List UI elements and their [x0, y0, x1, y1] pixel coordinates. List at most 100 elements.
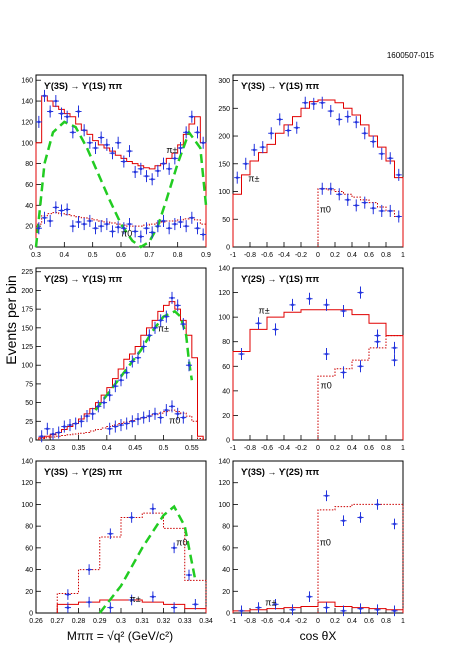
data-point-neutral	[145, 226, 148, 230]
x-tick-label: -1	[230, 445, 236, 452]
data-point-neutral	[329, 187, 333, 191]
y-tick-label: 200	[218, 134, 230, 141]
data-point-charged	[51, 432, 55, 436]
data-point-charged	[201, 141, 205, 145]
x-tick-label: 0.3	[116, 618, 126, 625]
data-point-charged	[244, 162, 248, 166]
data-point-charged	[145, 174, 148, 178]
data-point-charged	[176, 304, 179, 307]
data-point-charged	[97, 405, 100, 408]
x-tick-label: 0.6	[364, 618, 374, 625]
model-curve	[34, 120, 208, 249]
y-tick-label: 120	[21, 480, 33, 487]
data-point-neutral	[136, 417, 140, 421]
x-axis-title-left: Mππ = √q² (GeV/c²)	[67, 629, 173, 643]
data-point-neutral	[167, 226, 171, 230]
figure-id-label: 1600507-015	[387, 51, 435, 60]
data-point-charged	[380, 152, 384, 156]
data-point-charged	[269, 131, 273, 135]
data-point-charged	[116, 141, 120, 145]
annotation-label: π±	[166, 145, 177, 155]
data-point-charged	[54, 99, 58, 103]
data-point-charged	[194, 603, 197, 606]
y-axis-title: Events per bin	[3, 275, 19, 365]
data-point-neutral	[173, 222, 177, 226]
histogram-charged	[232, 99, 404, 247]
annotation-label: π0	[320, 538, 331, 548]
x-tick-label: 1	[401, 252, 405, 259]
data-point-charged	[150, 177, 154, 181]
y-tick-label: 300	[218, 78, 230, 85]
data-point-charged	[190, 115, 194, 118]
data-point-charged	[65, 115, 69, 118]
y-tick-label: 60	[25, 545, 33, 552]
histogram-neutral	[38, 409, 204, 440]
data-point-neutral	[116, 225, 120, 229]
data-point-charged	[77, 110, 80, 113]
y-tick-label: 120	[218, 480, 230, 487]
data-point-charged	[376, 608, 379, 612]
annotation-label: π0	[321, 380, 332, 390]
panel-2: -1 -0.8 -0.6 -0.4 -0.2 0 0.2 0.4 0.6 0.8 1 0 50 100 15…	[218, 74, 405, 259]
data-point-neutral	[354, 204, 358, 207]
data-point-neutral	[179, 220, 182, 224]
y-tick-label: 0	[29, 611, 33, 618]
y-tick-label: 40	[25, 567, 33, 574]
data-point-charged	[94, 146, 97, 150]
data-point-charged	[131, 360, 134, 363]
y-tick-label: 50	[222, 217, 230, 224]
data-point-charged	[240, 609, 243, 613]
panel-title: ϒ(2S) → ϒ(1S) ππ	[44, 274, 122, 284]
x-tick-label: 0.31	[135, 618, 149, 625]
y-tick-label: 0	[226, 611, 230, 618]
data-point-charged	[346, 115, 350, 118]
data-point-neutral	[380, 209, 384, 213]
y-tick-label: 100	[218, 315, 230, 322]
data-point-charged	[295, 126, 299, 130]
data-point-neutral	[105, 222, 109, 226]
data-point-charged	[261, 145, 265, 149]
data-point-neutral	[363, 201, 367, 204]
y-tick-label: 80	[222, 524, 230, 531]
data-point-charged	[153, 326, 157, 330]
data-point-neutral	[111, 230, 114, 233]
x-tick-label: 0.2	[330, 445, 340, 452]
data-point-charged	[342, 309, 345, 313]
histogram-charged	[38, 301, 204, 440]
data-point-neutral	[48, 219, 52, 223]
data-point-charged	[257, 606, 260, 609]
data-point-charged	[342, 609, 345, 613]
panel-5: 0.26 0.27 0.28 0.29 0.3 0.31 0.32 0.33 0.34 0 20 40…	[21, 459, 213, 626]
panel-title: ϒ(3S) → ϒ(2S) ππ	[44, 467, 122, 477]
panel-title: ϒ(3S) → ϒ(2S) ππ	[241, 467, 319, 477]
data-point-neutral	[359, 364, 362, 368]
x-tick-label: 0.6	[364, 445, 374, 452]
data-point-neutral	[201, 233, 205, 236]
x-tick-label: 0.27	[50, 618, 64, 625]
histogram-neutral	[317, 188, 404, 247]
data-point-charged	[235, 176, 239, 179]
data-point-neutral	[159, 416, 162, 419]
data-point-charged	[109, 606, 112, 609]
x-tick-label: 0.3	[45, 445, 55, 452]
data-point-charged	[308, 595, 311, 599]
y-tick-label: 0	[29, 438, 33, 445]
data-point-charged	[136, 356, 140, 360]
data-point-charged	[308, 297, 311, 301]
data-point-charged	[99, 136, 103, 139]
y-tick-label: 75	[25, 381, 33, 388]
y-tick-label: 50	[25, 400, 33, 407]
data-point-charged	[82, 128, 86, 132]
annotation-label: π±	[158, 324, 169, 334]
x-tick-label: 0.5	[88, 252, 98, 259]
data-point-charged	[46, 427, 49, 431]
data-point-charged	[68, 423, 72, 427]
y-tick-label: 40	[25, 203, 33, 210]
x-tick-label: 0	[316, 445, 320, 452]
data-point-neutral	[393, 522, 396, 526]
y-tick-label: 40	[222, 567, 230, 574]
data-point-neutral	[325, 352, 328, 356]
x-tick-label: -0.2	[295, 445, 307, 452]
data-point-charged	[108, 393, 111, 397]
y-tick-label: 25	[25, 419, 33, 426]
